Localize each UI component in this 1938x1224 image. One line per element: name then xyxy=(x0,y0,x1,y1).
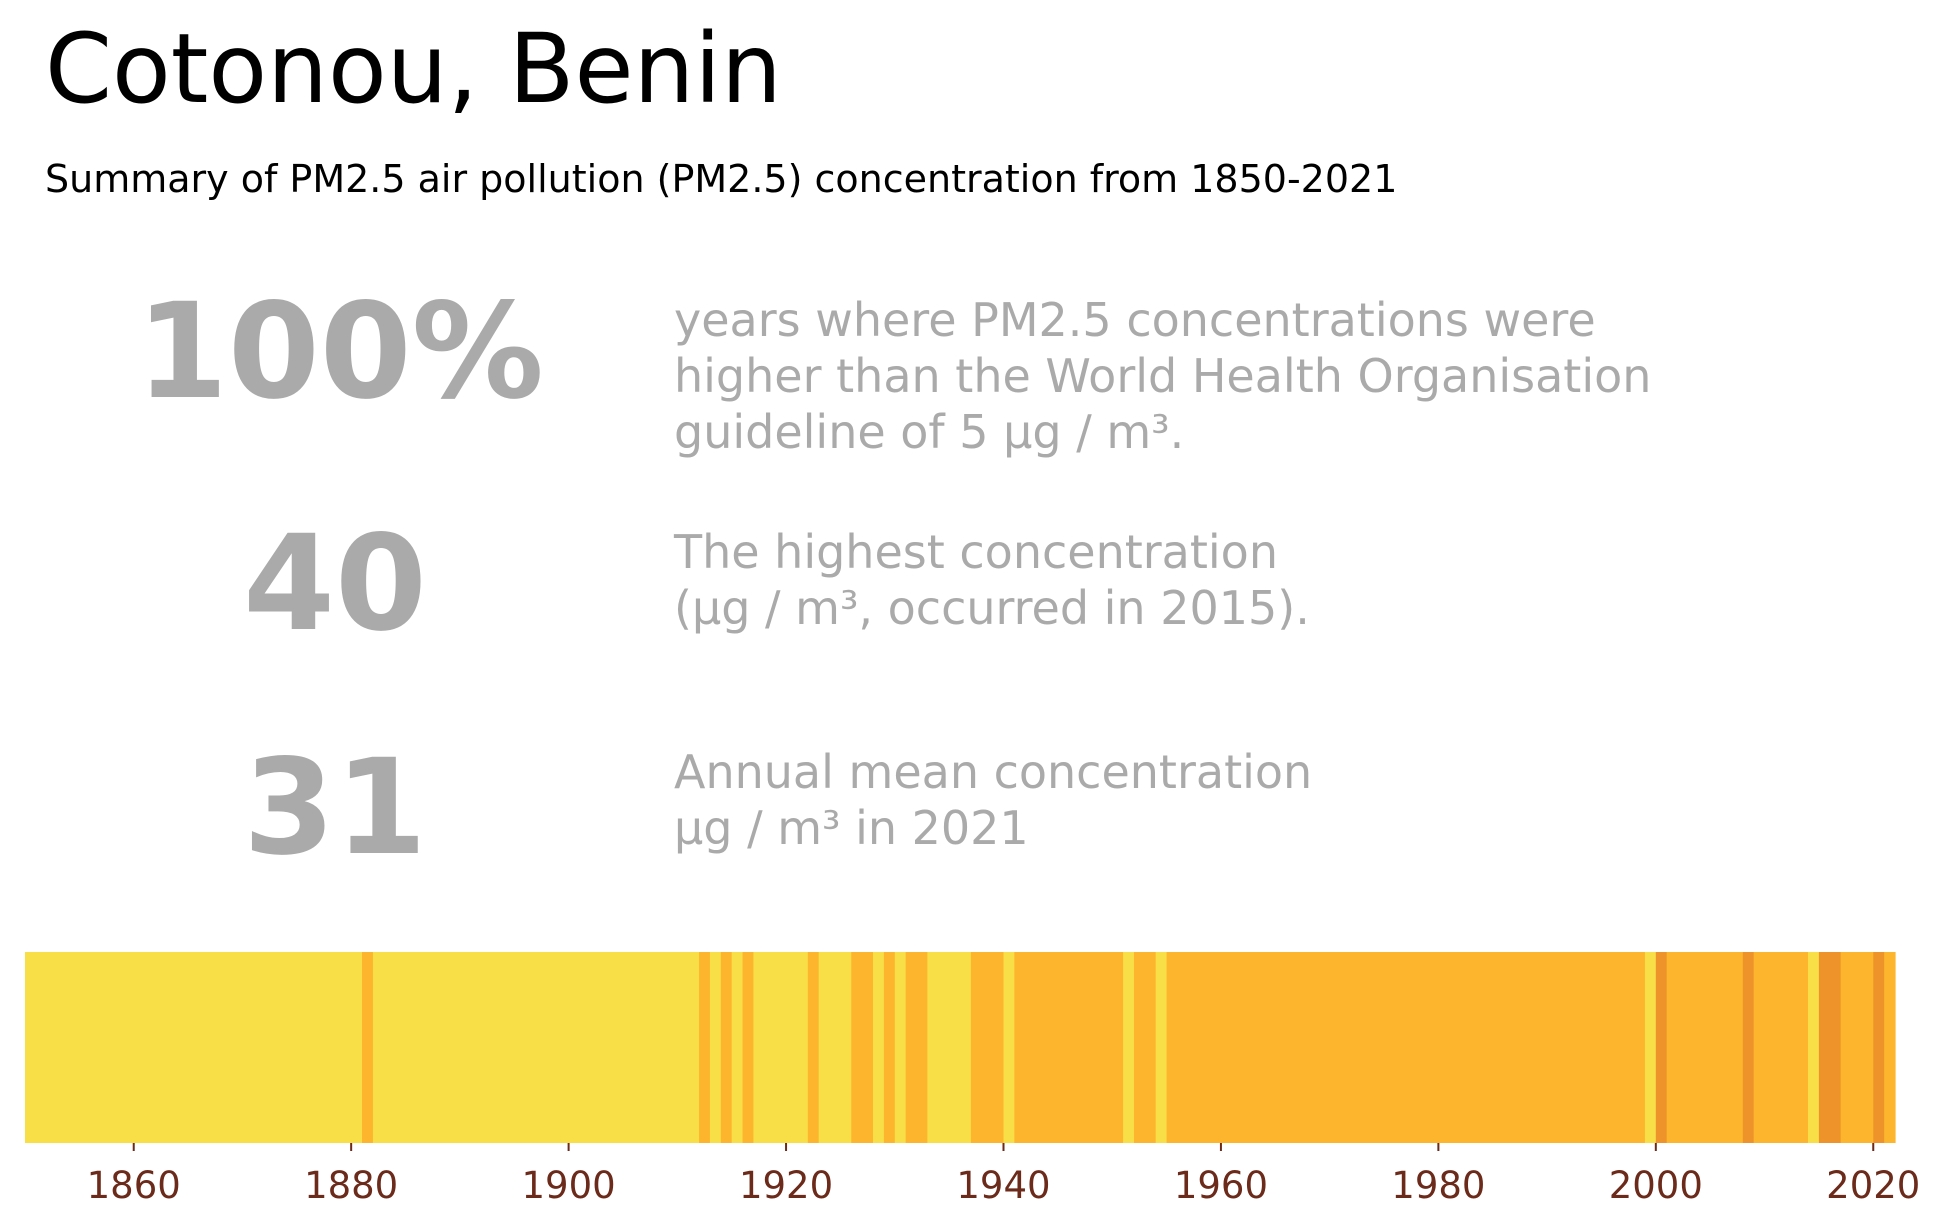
stat-percent-value: 100% xyxy=(136,275,544,429)
stripe-band xyxy=(1666,952,1744,1143)
stripe-band xyxy=(25,952,363,1143)
stat-mean-value: 31 xyxy=(243,731,427,885)
stripe-band xyxy=(927,952,972,1143)
stat-percent-line-1: years where PM2.5 concentrations were xyxy=(674,293,1596,347)
stripe-band xyxy=(753,952,809,1143)
stripe-band xyxy=(731,952,744,1143)
stripe-band xyxy=(894,952,907,1143)
stripe-band xyxy=(699,952,711,1143)
stat-percent-description: years where PM2.5 concentrations were hi… xyxy=(674,292,1651,460)
stat-mean-line-1: Annual mean concentration xyxy=(674,745,1313,799)
stat-percent-line-3: guideline of 5 µg / m³. xyxy=(674,405,1185,459)
stat-highest-line-1: The highest concentration xyxy=(674,525,1278,579)
stripe-band xyxy=(818,952,852,1143)
page-title: Cotonou, Benin xyxy=(45,13,782,125)
stripe-band xyxy=(1166,952,1646,1143)
stripe-band xyxy=(905,952,928,1143)
stripe-band xyxy=(1155,952,1168,1143)
x-tick-label: 2020 xyxy=(1826,1164,1920,1207)
x-tick-label: 1940 xyxy=(956,1164,1050,1207)
stripe-band xyxy=(1753,952,1809,1143)
stripe-band xyxy=(883,952,896,1143)
stat-percent-line-2: higher than the World Health Organisatio… xyxy=(674,349,1652,403)
stripe-band xyxy=(1133,952,1157,1143)
stripe-band xyxy=(970,952,1005,1143)
stripe-band xyxy=(372,952,700,1143)
stripe-band xyxy=(1003,952,1015,1143)
stat-mean-description: Annual mean concentration µg / m³ in 202… xyxy=(674,744,1312,856)
x-tick-label: 1960 xyxy=(1174,1164,1268,1207)
x-tick-label: 1860 xyxy=(87,1164,181,1207)
x-tick-label: 1980 xyxy=(1391,1164,1485,1207)
stripe-band xyxy=(807,952,820,1143)
stat-mean-line-2: µg / m³ in 2021 xyxy=(674,801,1029,855)
stripe-band xyxy=(720,952,733,1143)
x-tick-label: 1920 xyxy=(739,1164,833,1207)
stat-highest-description: The highest concentration (µg / m³, occu… xyxy=(674,524,1310,636)
stripe-bands xyxy=(25,952,1896,1143)
stripe-band xyxy=(1742,952,1755,1143)
stripe-band xyxy=(709,952,722,1143)
stripe-band xyxy=(1873,952,1885,1143)
x-tick-label: 1900 xyxy=(522,1164,616,1207)
stripe-band xyxy=(1808,952,1820,1143)
x-axis: 1860 1880 1900 1920 1940 1960 1980 2000 2020 xyxy=(87,1143,1920,1207)
stripe-band xyxy=(1014,952,1124,1143)
stripe-band xyxy=(1884,952,1896,1143)
stripe-band xyxy=(1655,952,1668,1143)
x-tick-label: 1880 xyxy=(304,1164,398,1207)
stat-highest-line-2: (µg / m³, occurred in 2015). xyxy=(674,581,1310,635)
page-subtitle: Summary of PM2.5 air pollution (PM2.5) c… xyxy=(45,157,1398,201)
stripe-band xyxy=(1644,952,1657,1143)
stripe-band xyxy=(1818,952,1842,1143)
stat-highest-value: 40 xyxy=(243,507,427,661)
stripe-band xyxy=(873,952,885,1143)
stripe-band xyxy=(1123,952,1135,1143)
stripe-band xyxy=(1840,952,1874,1143)
stripe-band xyxy=(742,952,755,1143)
stripe-band xyxy=(851,952,874,1143)
x-tick-label: 2000 xyxy=(1609,1164,1703,1207)
stripe-band xyxy=(362,952,374,1143)
